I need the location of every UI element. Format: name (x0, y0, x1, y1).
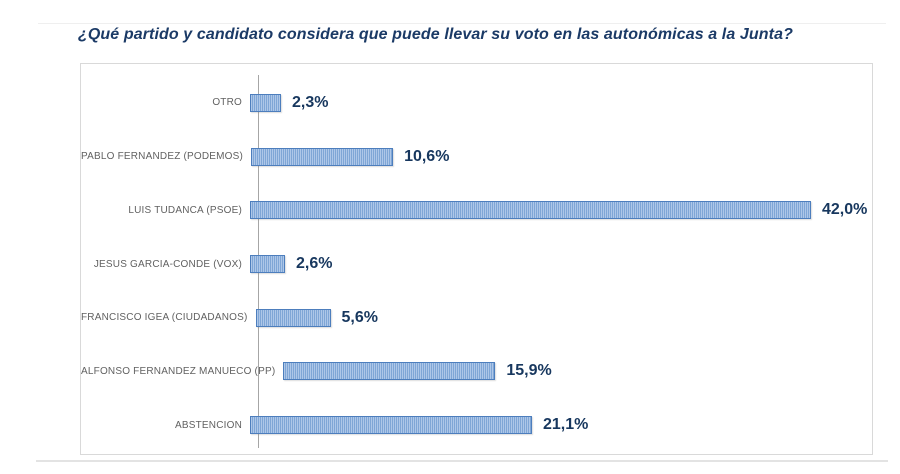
category-label: ABSTENCION (174, 419, 242, 431)
bottom-divider (36, 460, 888, 462)
chart-row: JESUS GARCIA-CONDE (VOX) 2,6% (81, 237, 872, 291)
category-label: ALFONSO FERNANDEZ MANUECO (PP) (81, 365, 276, 377)
bar-zone: 2,3% (250, 93, 872, 112)
category-label: LUIS TUDANCA (PSOE) (128, 204, 242, 216)
category-label: FRANCISCO IGEA (CIUDADANOS) (81, 312, 248, 324)
bar (250, 93, 281, 112)
value-label: 5,6% (341, 308, 378, 326)
top-divider (38, 23, 886, 24)
value-label: 2,3% (292, 93, 329, 111)
chart-row: ALFONSO FERNANDEZ MANUECO (PP) 15,9% (81, 345, 872, 399)
bar (250, 416, 532, 435)
value-label: 42,0% (822, 201, 868, 219)
bar (250, 255, 285, 274)
bar-zone: 42,0% (250, 201, 872, 220)
category-label: OTRO (212, 97, 242, 109)
chart-title: ¿Qué partido y candidato considera que p… (78, 26, 793, 43)
category-label: PABLO FERNANDEZ (PODEMOS) (81, 151, 244, 163)
bar (251, 147, 394, 166)
bar (283, 362, 496, 381)
bar-zone: 5,6% (255, 308, 872, 327)
value-label: 15,9% (506, 362, 552, 380)
bar-rows: OTRO 2,3% PABLO FERNANDEZ (PODEMOS) 10,6% LU… (81, 76, 872, 452)
value-label: 10,6% (404, 147, 450, 165)
value-label: 2,6% (296, 255, 333, 273)
value-label: 21,1% (543, 416, 589, 434)
bar-zone: 2,6% (250, 255, 872, 274)
bar-zone: 21,1% (250, 416, 872, 435)
bar (250, 201, 811, 220)
bar-zone: 15,9% (283, 362, 872, 381)
chart-row: PABLO FERNANDEZ (PODEMOS) 10,6% (81, 130, 872, 184)
chart-area: OTRO 2,3% PABLO FERNANDEZ (PODEMOS) 10,6% LU… (80, 63, 873, 455)
category-label: JESUS GARCIA-CONDE (VOX) (93, 258, 242, 270)
bar-zone: 10,6% (251, 147, 872, 166)
chart-row: ABSTENCION 21,1% (81, 398, 872, 452)
chart-row: LUIS TUDANCA (PSOE) 42,0% (81, 183, 872, 237)
chart-row: FRANCISCO IGEA (CIUDADANOS) 5,6% (81, 291, 872, 345)
bar (255, 308, 331, 327)
chart-row: OTRO 2,3% (81, 76, 872, 130)
